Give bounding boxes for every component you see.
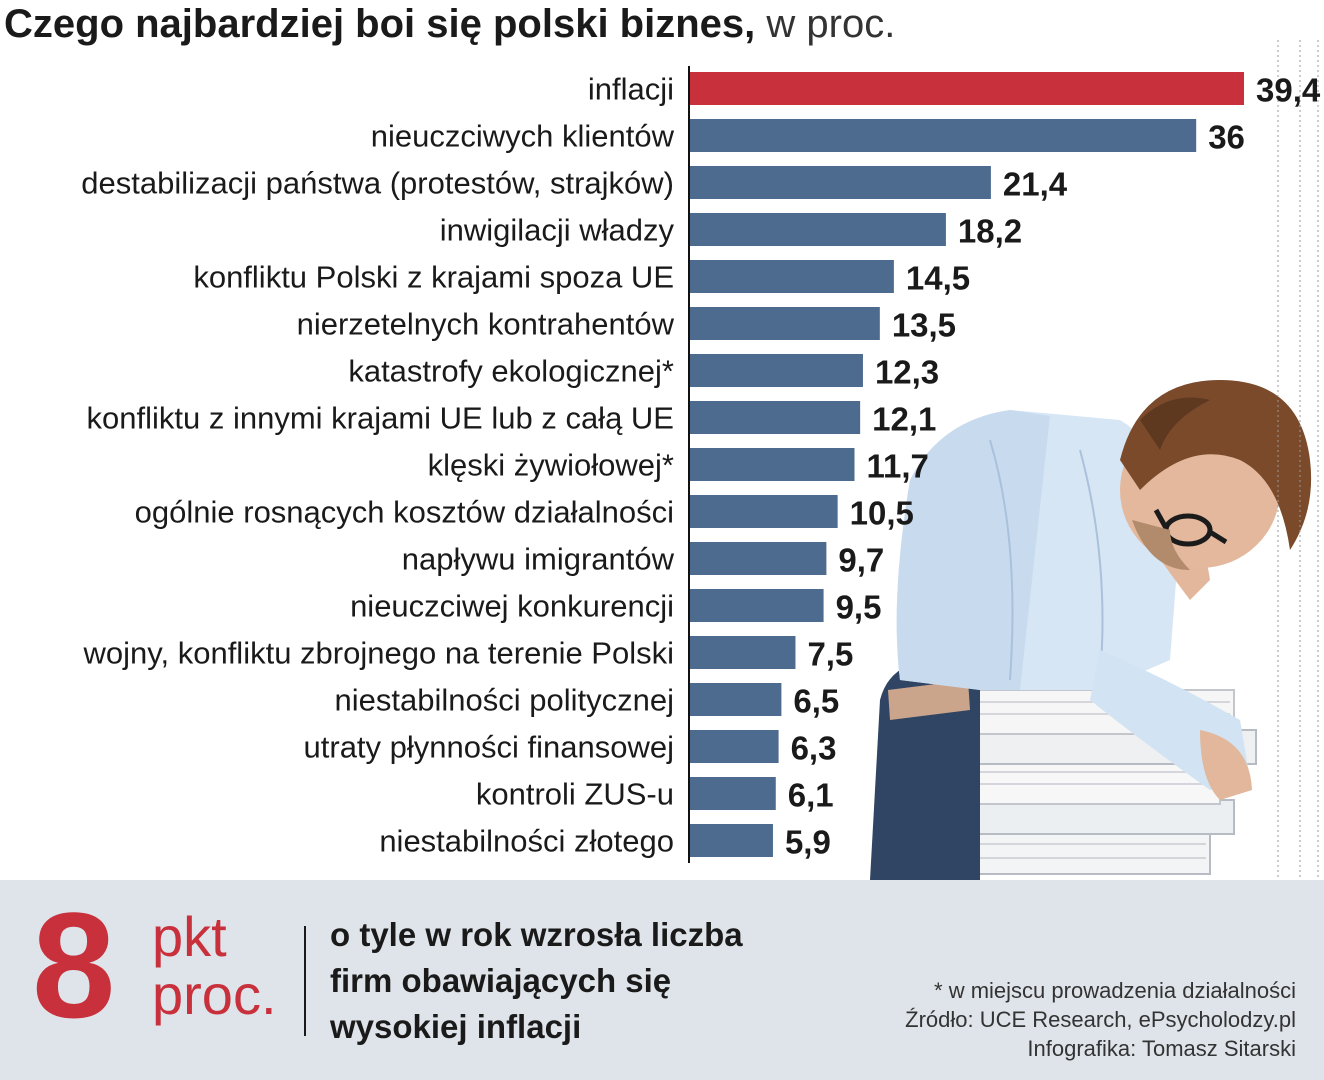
category-label-5: konfliktu Polski z krajami spoza UE (193, 260, 674, 295)
category-label-3: destabilizacji państwa (protestów, straj… (81, 166, 674, 201)
value-label-3: 21,4 (1003, 166, 1068, 203)
category-label-13: wojny, konfliktu zbrojnego na terenie Po… (83, 636, 674, 671)
value-label-10: 10,5 (850, 495, 914, 532)
value-labels: 39,4 36 21,4 18,2 14,5 13,5 12,3 12,1 11,7 10,5 9,… (785, 72, 1321, 861)
title-unit: w proc. (755, 2, 896, 46)
highlight-unit: pkt proc. (152, 908, 302, 1024)
highlight-number: 8 (32, 881, 116, 1049)
bars (690, 72, 1244, 857)
value-label-9: 11,7 (867, 448, 929, 485)
value-label-15: 6,3 (791, 730, 837, 767)
value-label-8: 12,1 (872, 401, 936, 438)
category-label-16: kontroli ZUS-u (476, 777, 674, 812)
bar-15 (690, 730, 779, 763)
bar-13 (690, 636, 796, 669)
category-label-10: ogólnie rosnących kosztów działalności (135, 495, 674, 530)
footer-notes: * w miejscu prowadzenia działalności Źró… (905, 976, 1296, 1063)
stressed-businessman-photo (870, 380, 1312, 880)
bar-10 (690, 495, 838, 528)
category-label-8: konfliktu z innymi krajami UE lub z całą… (87, 401, 674, 436)
value-label-16: 6,1 (788, 777, 834, 814)
value-label-14: 6,5 (793, 683, 839, 720)
bar-17 (690, 824, 773, 857)
bar-5 (690, 260, 894, 293)
bar-3 (690, 166, 991, 199)
bar-chart: inflacji nieuczciwych klientów destabiliza… (81, 40, 1321, 880)
value-label-5: 14,5 (906, 260, 970, 297)
bar-14 (690, 683, 782, 716)
value-label-1: 39,4 (1256, 72, 1321, 109)
footnote: * w miejscu prowadzenia działalności (934, 978, 1296, 1003)
category-labels: inflacji nieuczciwych klientów destabiliza… (81, 72, 674, 859)
category-label-11: napływu imigrantów (402, 542, 675, 577)
value-label-13: 7,5 (807, 636, 853, 673)
title-main: Czego najbardziej boi się polski biznes, (4, 2, 756, 46)
category-label-17: niestabilności złotego (379, 824, 674, 859)
gridlines (1277, 40, 1319, 880)
category-label-2: nieuczciwych klientów (371, 119, 675, 154)
bar-2 (690, 119, 1197, 152)
category-label-14: niestabilności politycznej (335, 683, 674, 718)
bar-1 (690, 72, 1244, 105)
highlight-unit-line1: pkt (152, 905, 227, 968)
page-title: Czego najbardziej boi się polski biznes,… (4, 2, 895, 46)
footer-panel: 8 pkt proc. o tyle w rok wzrosła liczba … (0, 880, 1324, 1080)
bar-8 (690, 401, 861, 434)
category-label-12: nieuczciwej konkurencji (350, 589, 674, 624)
bar-16 (690, 777, 776, 810)
value-label-17: 5,9 (785, 824, 831, 861)
divider (304, 926, 306, 1036)
bar-7 (690, 354, 863, 387)
source-note: Źródło: UCE Research, ePsycholodzy.pl (905, 1007, 1296, 1032)
highlight-statement: o tyle w rok wzrosła liczba firm obawiaj… (330, 916, 743, 1045)
value-label-7: 12,3 (875, 354, 939, 391)
category-label-15: utraty płynności finansowej (304, 730, 674, 765)
highlight-unit-line2: proc. (152, 963, 277, 1026)
value-label-6: 13,5 (892, 307, 956, 344)
value-label-11: 9,7 (838, 542, 884, 579)
category-label-6: nierzetelnych kontrahentów (297, 307, 675, 342)
category-label-1: inflacji (588, 72, 674, 107)
category-label-7: katastrofy ekologicznej* (348, 354, 674, 389)
value-label-12: 9,5 (836, 589, 882, 626)
bar-4 (690, 213, 946, 246)
category-label-4: inwigilacji władzy (440, 213, 675, 248)
bar-11 (690, 542, 827, 575)
credit-note: Infografika: Tomasz Sitarski (1027, 1036, 1296, 1061)
category-label-9: klęski żywiołowej* (428, 448, 674, 483)
bar-9 (690, 448, 855, 481)
bar-6 (690, 307, 880, 340)
value-label-4: 18,2 (958, 213, 1022, 250)
bar-12 (690, 589, 824, 622)
value-label-2: 36 (1208, 119, 1245, 156)
